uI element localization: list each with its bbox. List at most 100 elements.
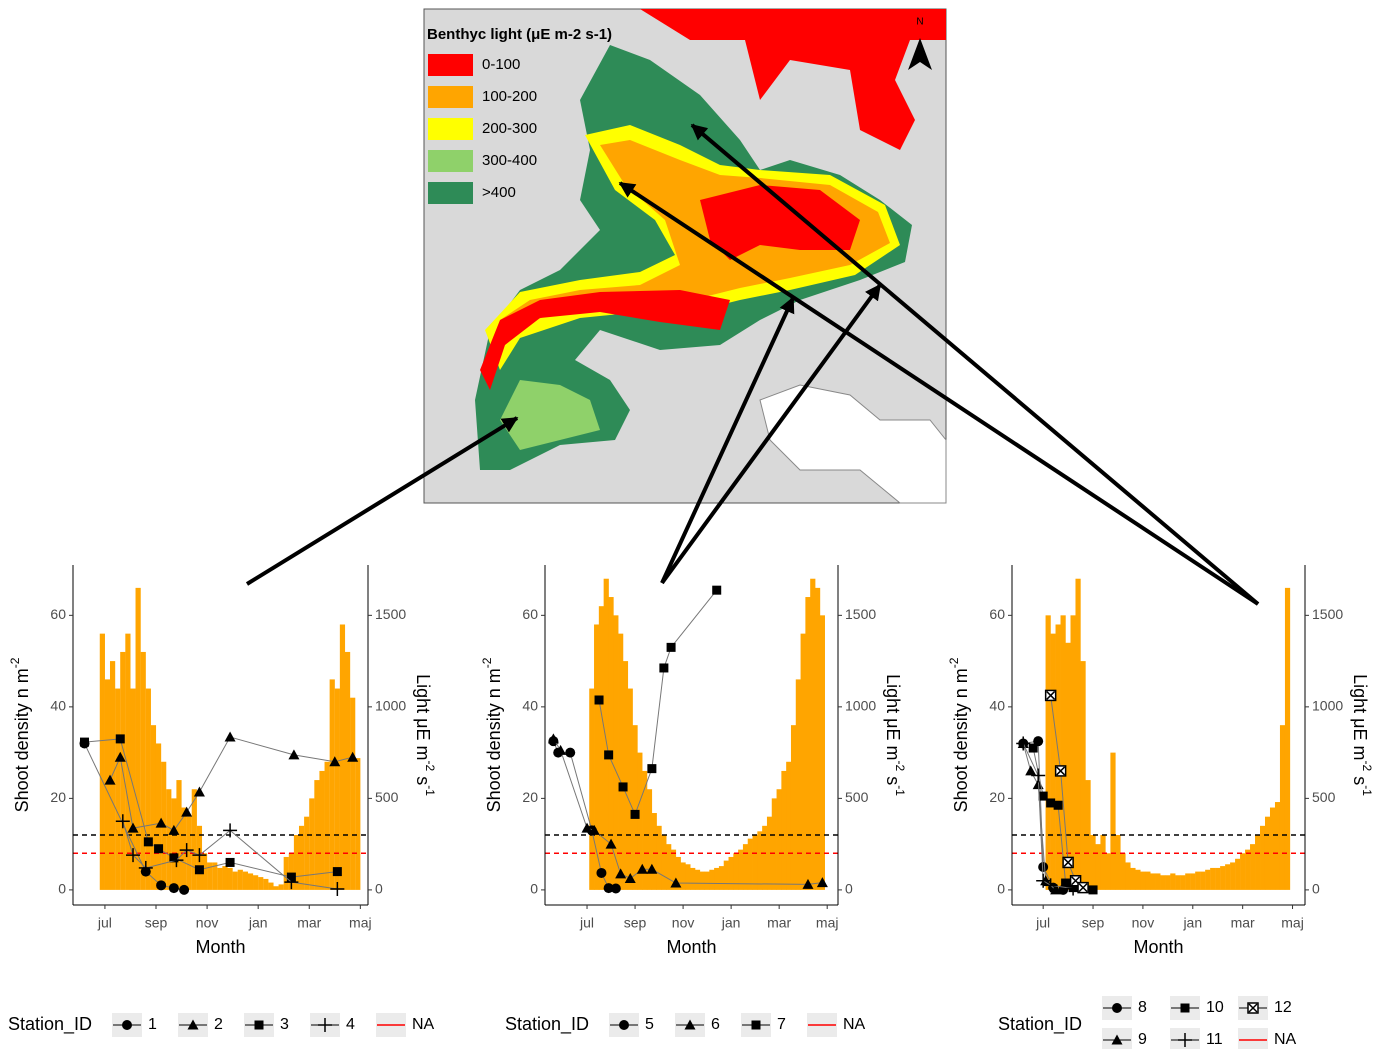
light-bar — [150, 725, 157, 890]
x-tick-label: maj — [816, 915, 839, 931]
y-tick-label: 0 — [58, 881, 66, 897]
marker-shape — [604, 750, 614, 760]
marker — [1053, 800, 1063, 810]
light-bar — [685, 864, 691, 890]
marker-shape — [224, 731, 236, 742]
light-bar — [278, 884, 284, 890]
legend-label: 6 — [711, 1016, 720, 1033]
light-bar — [247, 873, 254, 890]
light-bar — [810, 578, 816, 890]
light-bar — [776, 789, 782, 890]
x-tick-label: jan — [721, 915, 741, 931]
marker-shape — [684, 1019, 696, 1030]
marker-shape — [154, 844, 164, 854]
light-bar — [212, 862, 218, 890]
light-bar — [651, 813, 657, 890]
y2-axis-title: Light μE m-2 s-1 — [883, 674, 907, 796]
map-legend-swatch — [428, 182, 473, 204]
legend-title: Station_ID — [505, 1014, 589, 1035]
y2-axis-title-part: s — [413, 771, 433, 785]
legend-label: NA — [843, 1016, 866, 1033]
map-legend-swatch — [428, 118, 473, 140]
marker-shape — [104, 774, 116, 785]
light-bar — [207, 862, 213, 890]
light-bar — [1125, 862, 1131, 890]
y-tick-label: 40 — [50, 698, 66, 714]
y-axis-title: Shoot density n m-2 — [8, 657, 32, 812]
marker-shape — [1063, 857, 1073, 867]
marker — [1028, 743, 1038, 753]
marker — [624, 872, 636, 883]
marker-shape — [194, 865, 204, 875]
marker — [1044, 689, 1057, 702]
light-bar — [613, 615, 619, 890]
marker — [347, 751, 359, 762]
light-bar — [1135, 869, 1141, 890]
light-bar — [771, 798, 777, 890]
light-bar — [201, 853, 208, 890]
marker — [751, 1020, 761, 1030]
light-bar — [1170, 873, 1176, 890]
legend-label: 9 — [1138, 1031, 1147, 1048]
legend-label: 8 — [1138, 999, 1147, 1016]
x-tick-label: mar — [297, 915, 321, 931]
light-bar — [666, 844, 672, 890]
light-bar — [171, 798, 177, 890]
marker-shape — [1088, 885, 1098, 895]
marker-shape — [610, 883, 621, 894]
marker-shape — [347, 751, 359, 762]
light-bar — [1140, 871, 1146, 890]
marker — [187, 1019, 199, 1030]
marker-shape — [79, 737, 89, 747]
light-bar — [1284, 587, 1291, 890]
light-bar — [1205, 869, 1211, 890]
light-bar — [344, 651, 351, 890]
x-tick-label: nov — [672, 915, 695, 931]
light-bar — [1150, 873, 1156, 890]
light-bar — [283, 856, 289, 890]
marker — [192, 848, 207, 863]
light-bar — [1055, 624, 1061, 890]
light-bar — [1269, 807, 1276, 890]
marker-shape — [187, 1019, 199, 1030]
light-bar — [181, 807, 187, 890]
marker-shape — [1111, 1034, 1123, 1045]
marker-shape — [1112, 1003, 1122, 1013]
light-bar — [1105, 853, 1111, 890]
marker — [225, 857, 235, 867]
marker-shape — [156, 880, 167, 891]
map-legend-swatch — [428, 150, 473, 172]
arrow — [245, 416, 519, 586]
marker — [712, 585, 722, 595]
y-tick-label: 20 — [50, 789, 66, 805]
light-bar — [814, 587, 821, 890]
x-tick-label: nov — [1132, 915, 1155, 931]
marker-shape — [1046, 690, 1056, 700]
marker-shape — [1248, 1003, 1258, 1013]
north-arrow — [908, 38, 932, 70]
marker — [647, 764, 657, 774]
light-bar — [805, 597, 811, 890]
legend-label: NA — [412, 1016, 435, 1033]
marker — [610, 883, 621, 894]
y2-tick-label: 500 — [375, 789, 399, 805]
marker — [288, 749, 300, 760]
light-bar — [1050, 633, 1056, 890]
marker-shape — [555, 744, 567, 755]
marker-shape — [619, 1020, 629, 1030]
marker — [666, 642, 676, 652]
marker — [168, 824, 180, 835]
marker-shape — [802, 878, 814, 889]
x-tick-label: sep — [624, 915, 647, 931]
marker — [143, 837, 153, 847]
light-bar — [675, 856, 681, 890]
light-bar — [733, 853, 739, 890]
light-bar — [766, 816, 773, 890]
map-legend-title: Benthyc light (μE m-2 s-1) — [427, 26, 612, 43]
y-tick-label: 40 — [522, 698, 538, 714]
light-bar — [186, 816, 192, 890]
light-bar — [1155, 873, 1161, 890]
y2-axis-title-part: -1 — [893, 785, 907, 796]
light-bar — [334, 688, 340, 890]
light-bar — [253, 875, 259, 890]
